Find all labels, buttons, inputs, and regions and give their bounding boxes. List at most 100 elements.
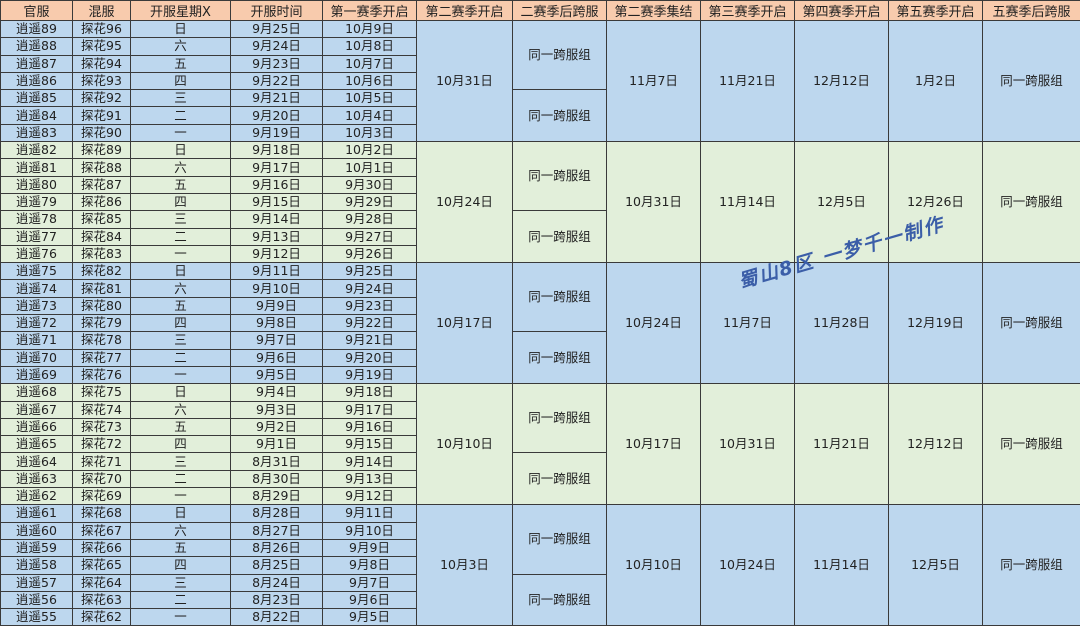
open-date-cell[interactable]: 9月14日 [230, 210, 323, 229]
weekday-cell[interactable]: 四 [130, 556, 231, 575]
column-header[interactable]: 开服星期X [130, 0, 231, 21]
season1-start-cell[interactable]: 9月7日 [322, 573, 417, 592]
official-server-cell[interactable]: 逍遥88 [0, 37, 73, 56]
mixed-server-cell[interactable]: 探花95 [72, 37, 131, 56]
season4-start-cell[interactable]: 12月5日 [794, 141, 889, 264]
mixed-server-cell[interactable]: 探花89 [72, 141, 131, 160]
season5-cross-server-cell[interactable]: 同一跨服组 [982, 504, 1080, 627]
weekday-cell[interactable]: 日 [130, 383, 231, 402]
open-date-cell[interactable]: 9月22日 [230, 71, 323, 91]
column-header[interactable]: 五赛季后跨服 [982, 0, 1080, 21]
season4-start-cell[interactable]: 12月12日 [794, 19, 889, 143]
open-date-cell[interactable]: 9月7日 [230, 331, 323, 350]
official-server-cell[interactable]: 逍遥62 [0, 487, 73, 506]
season1-start-cell[interactable]: 10月8日 [322, 37, 417, 56]
season2-start-cell[interactable]: 10月17日 [416, 262, 513, 385]
season1-start-cell[interactable]: 10月1日 [322, 158, 417, 177]
official-server-cell[interactable]: 逍遥87 [0, 54, 73, 73]
season1-start-cell[interactable]: 9月13日 [322, 469, 417, 489]
official-server-cell[interactable]: 逍遥89 [0, 19, 73, 39]
open-date-cell[interactable]: 9月6日 [230, 348, 323, 367]
mixed-server-cell[interactable]: 探花77 [72, 348, 131, 367]
mixed-server-cell[interactable]: 探花68 [72, 504, 131, 523]
weekday-cell[interactable]: 五 [130, 296, 231, 316]
cross-server-cell[interactable]: 同一跨服组 [512, 262, 607, 333]
open-date-cell[interactable]: 8月30日 [230, 469, 323, 489]
official-server-cell[interactable]: 逍遥61 [0, 504, 73, 523]
official-server-cell[interactable]: 逍遥85 [0, 89, 73, 108]
weekday-cell[interactable]: 六 [130, 400, 231, 419]
mixed-server-cell[interactable]: 探花91 [72, 106, 131, 125]
season2-start-cell[interactable]: 10月24日 [416, 141, 513, 264]
mixed-server-cell[interactable]: 探花65 [72, 556, 131, 575]
weekday-cell[interactable]: 日 [130, 262, 231, 281]
weekday-cell[interactable]: 二 [130, 590, 231, 610]
mixed-server-cell[interactable]: 探花92 [72, 89, 131, 108]
open-date-cell[interactable]: 8月27日 [230, 521, 323, 540]
weekday-cell[interactable]: 三 [130, 452, 231, 471]
open-date-cell[interactable]: 9月2日 [230, 417, 323, 437]
weekday-cell[interactable]: 六 [130, 521, 231, 540]
season3-start-cell[interactable]: 11月7日 [700, 262, 795, 385]
official-server-cell[interactable]: 逍遥75 [0, 262, 73, 281]
open-date-cell[interactable]: 9月15日 [230, 192, 323, 212]
season1-start-cell[interactable]: 9月22日 [322, 314, 417, 333]
column-header[interactable]: 混服 [72, 0, 131, 21]
weekday-cell[interactable]: 四 [130, 314, 231, 333]
official-server-cell[interactable]: 逍遥74 [0, 279, 73, 298]
season1-start-cell[interactable]: 9月23日 [322, 296, 417, 316]
weekday-cell[interactable]: 五 [130, 54, 231, 73]
mixed-server-cell[interactable]: 探花73 [72, 417, 131, 437]
open-date-cell[interactable]: 8月23日 [230, 590, 323, 610]
mixed-server-cell[interactable]: 探花86 [72, 192, 131, 212]
official-server-cell[interactable]: 逍遥78 [0, 210, 73, 229]
season2-start-cell[interactable]: 10月3日 [416, 504, 513, 627]
weekday-cell[interactable]: 一 [130, 365, 231, 385]
season4-start-cell[interactable]: 11月28日 [794, 262, 889, 385]
season5-start-cell[interactable]: 12月26日 [888, 141, 983, 264]
open-date-cell[interactable]: 9月21日 [230, 89, 323, 108]
weekday-cell[interactable]: 四 [130, 435, 231, 454]
weekday-cell[interactable]: 五 [130, 538, 231, 558]
season5-start-cell[interactable]: 12月12日 [888, 383, 983, 506]
mixed-server-cell[interactable]: 探花88 [72, 158, 131, 177]
weekday-cell[interactable]: 六 [130, 37, 231, 56]
mixed-server-cell[interactable]: 探花72 [72, 435, 131, 454]
mixed-server-cell[interactable]: 探花75 [72, 383, 131, 402]
season1-start-cell[interactable]: 9月12日 [322, 487, 417, 506]
official-server-cell[interactable]: 逍遥59 [0, 538, 73, 558]
open-date-cell[interactable]: 9月4日 [230, 383, 323, 402]
season1-start-cell[interactable]: 9月15日 [322, 435, 417, 454]
season3-start-cell[interactable]: 11月14日 [700, 141, 795, 264]
official-server-cell[interactable]: 逍遥72 [0, 314, 73, 333]
season1-start-cell[interactable]: 9月17日 [322, 400, 417, 419]
cross-server-cell[interactable]: 同一跨服组 [512, 210, 607, 264]
official-server-cell[interactable]: 逍遥86 [0, 71, 73, 91]
column-header[interactable]: 第一赛季开启 [322, 0, 417, 21]
mixed-server-cell[interactable]: 探花79 [72, 314, 131, 333]
weekday-cell[interactable]: 四 [130, 71, 231, 91]
official-server-cell[interactable]: 逍遥81 [0, 158, 73, 177]
weekday-cell[interactable]: 一 [130, 123, 231, 143]
season1-start-cell[interactable]: 10月4日 [322, 106, 417, 125]
official-server-cell[interactable]: 逍遥68 [0, 383, 73, 402]
season1-start-cell[interactable]: 9月30日 [322, 175, 417, 194]
cross-server-cell[interactable]: 同一跨服组 [512, 452, 607, 506]
column-header[interactable]: 开服时间 [230, 0, 323, 21]
open-date-cell[interactable]: 8月25日 [230, 556, 323, 575]
open-date-cell[interactable]: 9月25日 [230, 19, 323, 39]
season1-start-cell[interactable]: 10月2日 [322, 141, 417, 160]
cross-server-cell[interactable]: 同一跨服组 [512, 331, 607, 385]
mixed-server-cell[interactable]: 探花74 [72, 400, 131, 419]
official-server-cell[interactable]: 逍遥79 [0, 192, 73, 212]
mixed-server-cell[interactable]: 探花90 [72, 123, 131, 143]
open-date-cell[interactable]: 8月24日 [230, 573, 323, 592]
season5-cross-server-cell[interactable]: 同一跨服组 [982, 383, 1080, 506]
weekday-cell[interactable]: 六 [130, 279, 231, 298]
open-date-cell[interactable]: 9月17日 [230, 158, 323, 177]
cross-server-cell[interactable]: 同一跨服组 [512, 89, 607, 143]
official-server-cell[interactable]: 逍遥77 [0, 227, 73, 246]
cross-server-cell[interactable]: 同一跨服组 [512, 383, 607, 454]
season2-rally-cell[interactable]: 10月10日 [606, 504, 701, 627]
official-server-cell[interactable]: 逍遥60 [0, 521, 73, 540]
